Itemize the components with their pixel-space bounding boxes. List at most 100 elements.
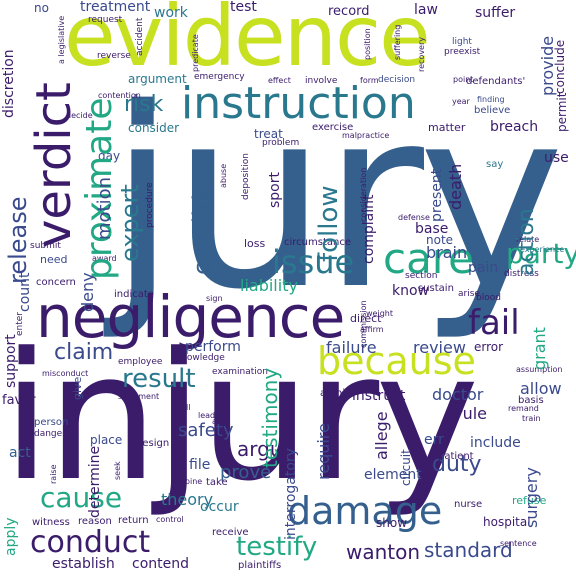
word-brain: brain bbox=[426, 243, 468, 262]
word-damage: damage bbox=[287, 489, 443, 533]
word-malpractice: malpractice bbox=[342, 131, 390, 140]
word-weight: weight bbox=[366, 309, 393, 318]
word-indicate: indicate bbox=[114, 289, 154, 300]
word-action: action bbox=[514, 208, 539, 276]
word-decide: decide bbox=[66, 111, 93, 120]
word-theory: theory bbox=[161, 490, 214, 509]
word-count: count bbox=[17, 272, 33, 313]
word-surgery: surgery bbox=[522, 467, 541, 528]
word-circumstance: circumstance bbox=[284, 237, 351, 248]
word-day: day bbox=[98, 149, 121, 163]
word-nurse: nurse bbox=[454, 499, 483, 510]
word-death: death bbox=[446, 163, 465, 210]
word-perform: perform bbox=[185, 339, 241, 355]
word-prove: prove bbox=[220, 462, 272, 483]
word-negligence: negligence bbox=[36, 283, 345, 351]
word-favor: favor bbox=[2, 393, 36, 408]
word-note: note bbox=[426, 233, 454, 247]
word-base: base bbox=[415, 221, 449, 237]
word-effect: effect bbox=[268, 76, 291, 85]
word-review: review bbox=[413, 338, 466, 357]
word-lead: lead bbox=[198, 411, 216, 420]
word-person: person bbox=[34, 417, 69, 428]
word-know: know bbox=[392, 283, 429, 299]
word-place: place bbox=[90, 433, 123, 447]
word-occur: occur bbox=[200, 499, 239, 515]
word-sentence: sentence bbox=[500, 539, 537, 548]
word-suffering: suffering bbox=[393, 24, 402, 60]
word-blood: blood bbox=[476, 293, 501, 303]
word-request: request bbox=[88, 15, 123, 25]
word-risk: risk bbox=[124, 92, 164, 117]
word-need: need bbox=[40, 253, 68, 266]
word-sustain: sustain bbox=[418, 283, 454, 294]
word-because: because bbox=[317, 339, 476, 383]
word-enter: enter bbox=[15, 311, 25, 336]
word-legislative: a legislative bbox=[57, 15, 66, 64]
word-standard: standard bbox=[424, 538, 513, 562]
word-evidence: evidence bbox=[64, 0, 431, 85]
word-failure: failure bbox=[326, 338, 377, 357]
word-distress: distress bbox=[504, 269, 539, 279]
word-include: include bbox=[470, 435, 521, 451]
word-apply: apply bbox=[3, 517, 19, 556]
word-preexist: preexist bbox=[444, 47, 481, 57]
word-work: work bbox=[154, 5, 188, 21]
word-law: law bbox=[414, 2, 438, 18]
word-support: support bbox=[3, 334, 19, 388]
word-abuse: abuse bbox=[219, 163, 228, 188]
word-duty: duty bbox=[432, 452, 482, 477]
word-conclude: conclude bbox=[553, 39, 567, 94]
word-liability: liability bbox=[240, 276, 298, 295]
word-consideration: consideration bbox=[359, 167, 368, 222]
word-loss: loss bbox=[244, 237, 266, 250]
word-believe: believe bbox=[474, 105, 511, 116]
word-issue: issue bbox=[272, 243, 355, 281]
word-deny: deny bbox=[78, 272, 97, 312]
word-procedure: procedure bbox=[145, 182, 155, 228]
word-basis: basis bbox=[518, 395, 544, 406]
word-fail: fail bbox=[468, 303, 520, 343]
word-permit: permit bbox=[555, 92, 569, 132]
word-employee: employee bbox=[118, 357, 163, 367]
word-treatment: treatment bbox=[80, 0, 151, 15]
word-involve: involve bbox=[305, 76, 338, 86]
word-decision: decision bbox=[378, 75, 416, 85]
word-commission: commission bbox=[359, 300, 368, 348]
word-raise: raise bbox=[49, 464, 58, 484]
word-misconduct: misconduct bbox=[42, 369, 89, 378]
word-allow: allow bbox=[520, 379, 562, 398]
word-remand: remand bbox=[508, 404, 539, 413]
word-refuse: refuse bbox=[512, 494, 547, 507]
word-present: present bbox=[429, 168, 445, 222]
word-receive: receive bbox=[212, 527, 249, 538]
word-reverse: reverse bbox=[97, 51, 131, 61]
word-require: require bbox=[314, 423, 333, 480]
word-determine: determine bbox=[87, 445, 103, 518]
word-statement: statement bbox=[118, 392, 160, 401]
word-sport: sport bbox=[267, 172, 283, 208]
word-jury: jury bbox=[108, 56, 565, 344]
word-follow: follow bbox=[314, 185, 344, 262]
word-suffer: suffer bbox=[475, 5, 516, 21]
word-breach: breach bbox=[490, 119, 539, 135]
word-testify: testify bbox=[236, 532, 318, 562]
word-section: section bbox=[405, 271, 438, 281]
word-err: err bbox=[424, 432, 444, 448]
word-consider: consider bbox=[128, 121, 180, 135]
word-assumption: assumption bbox=[516, 365, 563, 374]
word-hospital: hospital bbox=[483, 515, 531, 529]
word-test: test bbox=[230, 0, 257, 15]
word-danger: danger bbox=[34, 429, 66, 439]
word-injury: injury bbox=[2, 315, 479, 520]
word-say: say bbox=[486, 159, 504, 170]
word-recovery: recovery bbox=[417, 36, 426, 72]
word-argument: argument bbox=[128, 72, 187, 86]
word-witness: witness bbox=[32, 517, 70, 528]
word-opine: opine bbox=[180, 477, 203, 486]
word-train: train bbox=[522, 414, 541, 423]
word-return: return bbox=[118, 515, 149, 526]
word-predicate: predicate bbox=[191, 34, 200, 72]
word-arise: arise bbox=[458, 289, 480, 299]
word-design: design bbox=[136, 438, 170, 449]
